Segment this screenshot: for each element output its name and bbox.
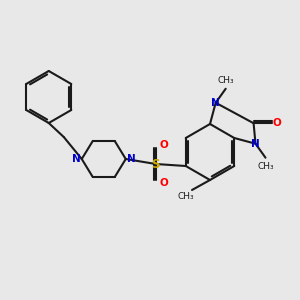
Text: N: N [211,98,220,108]
Text: N: N [72,154,81,164]
Text: O: O [159,178,168,188]
Text: N: N [127,154,136,164]
Text: CH₃: CH₃ [257,162,274,171]
Text: O: O [159,140,168,150]
Text: CH₃: CH₃ [178,192,194,201]
Text: N: N [251,139,260,149]
Text: O: O [272,118,281,128]
Text: S: S [152,158,160,170]
Text: CH₃: CH₃ [218,76,234,85]
